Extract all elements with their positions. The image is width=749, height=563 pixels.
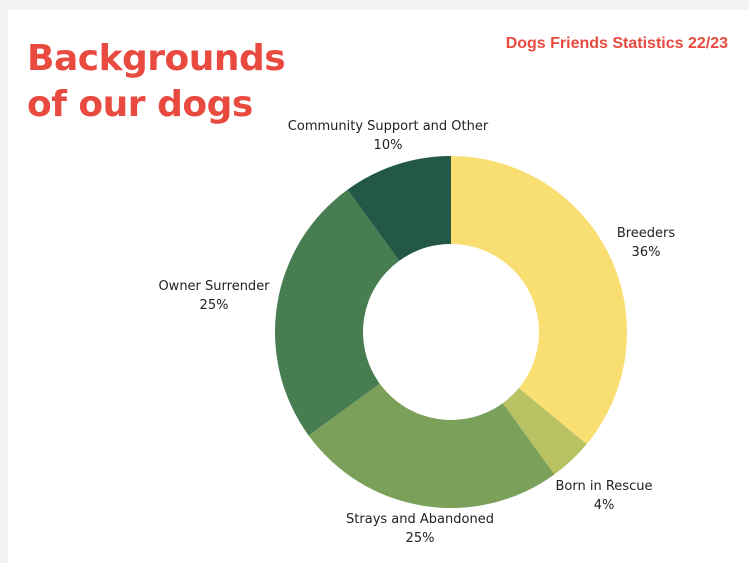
stats-label: Dogs Friends Statistics 22/23 [505,35,728,52]
slice-value-strays-and-abandoned: 25% [406,531,435,546]
slice-community-support-and-other [347,156,451,261]
slice-breeders [451,156,628,445]
slice-value-born-in-rescue: 4% [594,498,615,513]
slice-label-born-in-rescue: Born in Rescue [556,479,653,494]
slice-value-breeders: 36% [632,245,661,260]
slice-owner-surrender [275,189,400,436]
title-line-2: of our dogs [27,84,253,125]
slice-label-community-support-and-other: Community Support and Other [288,119,489,134]
page-title: Backgrounds of our dogs [27,36,286,128]
title-line-1: Backgrounds [27,38,286,79]
slice-born-in-rescue [502,388,587,475]
slice-label-owner-surrender: Owner Surrender [158,279,270,294]
slide: Backgrounds of our dogs Dogs Friends Sta… [8,10,749,563]
slice-value-community-support-and-other: 10% [374,138,403,153]
donut-chart: Breeders 36% Born in Rescue 4% Strays and Ab… [158,119,676,546]
slice-strays-and-abandoned [308,383,555,508]
slice-value-owner-surrender: 25% [200,298,229,313]
slice-label-strays-and-abandoned: Strays and Abandoned [346,512,494,527]
slice-label-breeders: Breeders [617,226,676,241]
